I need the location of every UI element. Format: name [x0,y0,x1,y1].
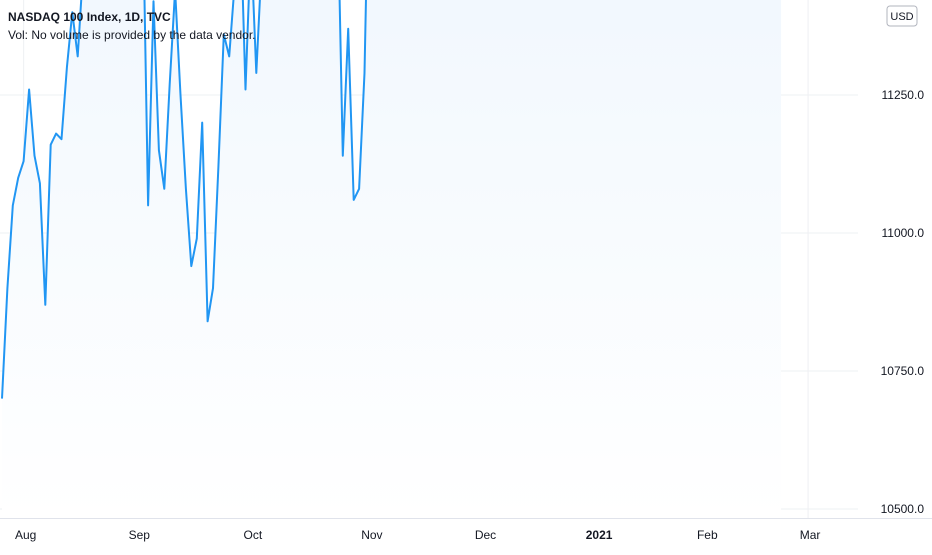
volume-note: Vol: No volume is provided by the data v… [8,26,255,44]
x-tick-label: Mar [800,528,821,542]
y-tick-label: 11250.0 [882,88,925,102]
x-tick-label: Nov [361,528,382,542]
x-tick-label: Aug [15,528,36,542]
chart-legend: NASDAQ 100 Index, 1D, TVC Vol: No volume… [8,8,255,44]
area-fill [2,0,781,518]
currency-button[interactable]: USD [887,6,917,26]
y-tick-label: 10500.0 [881,502,925,516]
time-axis[interactable]: Aug Sep Oct Nov Dec 2021 Feb Mar [0,518,932,550]
price-axis-bg [858,0,932,518]
y-tick-label: 11000.0 [882,226,925,240]
currency-label: USD [890,11,913,23]
price-area [2,0,781,518]
x-tick-label: Oct [244,528,263,542]
x-tick-label: 2021 [586,528,613,542]
x-tick-label: Sep [129,528,151,542]
x-tick-label: Feb [697,528,718,542]
x-tick-label: Dec [475,528,496,542]
symbol-title[interactable]: NASDAQ 100 Index, 1D, TVC [8,8,255,26]
y-tick-label: 10750.0 [881,364,925,378]
price-axis[interactable]: 10500.010750.011000.011250.011500.011750… [858,0,932,518]
